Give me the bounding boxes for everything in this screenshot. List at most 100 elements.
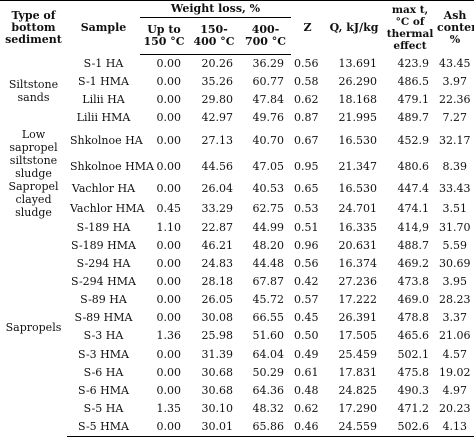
header-ash: Ash content, % [437, 8, 474, 46]
sample-cell: S-6 HA [83, 365, 124, 379]
value-cell: 478.8 [397, 311, 430, 325]
table-row: Lilii HA 0.00 29.80 47.84 0.62 18.168 479.1 22.… [0, 91, 474, 109]
value-cell: 3.97 [442, 75, 468, 89]
value-cell: 47.84 [252, 93, 285, 107]
value-cell: 18.168 [338, 93, 378, 107]
sample-cell: Shkolnoe HMA [70, 159, 154, 173]
table-row: Siltstone sands S-1 HA 0.00 20.26 36.29 0.56 1… [0, 55, 474, 104]
value-cell: 7.27 [442, 111, 468, 125]
sediment-type-cell: Low sapropel siltstone sludge [9, 127, 58, 180]
header-up-to-150: Up to 150 °C [140, 17, 188, 55]
value-cell: 0.42 [294, 275, 319, 289]
value-cell: 8.39 [442, 159, 468, 173]
value-cell: 27.13 [201, 133, 234, 147]
value-cell: 36.29 [252, 57, 285, 71]
header-150-400: 150-400 °C [188, 17, 240, 55]
value-cell: 0.53 [294, 201, 319, 215]
value-cell: 0.58 [294, 75, 319, 89]
value-cell: 67.87 [252, 275, 285, 289]
value-cell: 4.13 [436, 418, 474, 437]
value-cell: 24.559 [324, 418, 385, 437]
value-cell: 465.6 [397, 329, 430, 343]
sample-cell: Lilii HMA [76, 111, 131, 125]
value-cell: 13.691 [338, 56, 378, 70]
value-cell: 0.56 [294, 256, 319, 270]
value-cell: 27.236 [338, 275, 378, 289]
value-cell: 0.00 [156, 275, 182, 289]
value-cell: 0.61 [294, 365, 319, 379]
value-cell: 29.80 [201, 93, 234, 107]
value-cell: 0.50 [294, 329, 319, 343]
value-cell: 486.5 [397, 75, 430, 89]
value-cell: 30.69 [439, 256, 471, 270]
header-q: Q, kJ/kg [329, 20, 379, 34]
value-cell: 0.00 [156, 159, 182, 173]
table-row: S-294 HA 0.00 24.83 44.48 0.56 16.374 469.2 30.… [0, 255, 474, 273]
value-cell: 3.51 [442, 201, 468, 215]
value-cell: 44.56 [201, 159, 234, 173]
value-cell: 24.701 [338, 201, 378, 215]
sample-cell: Shkolnoe HA [70, 133, 143, 147]
value-cell: 25.459 [338, 347, 378, 361]
value-cell: 60.77 [252, 75, 285, 89]
value-cell: 21.06 [439, 329, 471, 343]
header-400-700: 400-700 °C [240, 17, 292, 55]
value-cell: 17.222 [338, 293, 378, 307]
value-cell: 17.505 [338, 329, 378, 343]
value-cell: 0.45 [156, 201, 182, 215]
value-cell: 1.35 [156, 402, 182, 416]
value-cell: 0.00 [140, 418, 188, 437]
value-cell: 42.97 [201, 111, 234, 125]
value-cell: 1.36 [156, 329, 182, 343]
value-cell: 32.17 [439, 133, 471, 147]
value-cell: 65.86 [240, 418, 292, 437]
value-cell: 0.00 [156, 365, 182, 379]
sample-cell: S-294 HMA [71, 275, 136, 289]
value-cell: 0.57 [294, 293, 319, 307]
sample-cell: S-3 HA [83, 329, 124, 343]
sample-cell: S-1 HA [83, 56, 124, 70]
value-cell: 0.00 [156, 293, 182, 307]
value-cell: 30.68 [201, 365, 234, 379]
table-row: Vachlor HMA 0.45 33.29 62.75 0.53 24.701 474.1… [0, 199, 474, 219]
value-cell: 475.8 [397, 365, 430, 379]
value-cell: 22.87 [201, 220, 234, 234]
table-row: S-5 HMA 0.00 30.01 65.86 0.46 24.559 502.6 4.13 [0, 418, 474, 437]
value-cell: 0.46 [291, 418, 325, 437]
sample-cell: Lilii HA [82, 93, 125, 107]
table-row: Sapropel clayed sludge Vachlor HA 0.00 26.0… [0, 180, 474, 219]
value-cell: 48.20 [252, 238, 285, 252]
table-row: S-1 HMA 0.00 35.26 60.77 0.58 26.290 486.5 3.97 [0, 73, 474, 91]
value-cell: 490.3 [397, 383, 430, 397]
value-cell: 17.831 [338, 365, 378, 379]
value-cell: 4.57 [442, 347, 468, 361]
value-cell: 0.00 [156, 111, 182, 125]
table-row: S-3 HMA 0.00 31.39 64.04 0.49 25.459 502.1 4.57 [0, 346, 474, 364]
sample-cell: S-89 HA [80, 293, 127, 307]
value-cell: 0.62 [294, 93, 319, 107]
value-cell: 33.29 [201, 201, 234, 215]
value-cell: 5.59 [442, 238, 468, 252]
value-cell: 26.04 [201, 182, 234, 196]
header-type: Type of bottom sediment [5, 8, 62, 46]
value-cell: 0.56 [294, 56, 319, 70]
value-cell: 44.99 [252, 220, 285, 234]
value-cell: 0.00 [156, 57, 182, 71]
value-cell: 48.32 [252, 402, 285, 416]
value-cell: 3.95 [442, 275, 468, 289]
value-cell: 502.6 [384, 418, 437, 437]
value-cell: 25.98 [201, 329, 234, 343]
sediment-type-cell: Siltstone sands [8, 78, 59, 105]
value-cell: 0.00 [156, 133, 182, 147]
value-cell: 26.290 [338, 75, 378, 89]
sediment-type-cell: Sapropels [5, 321, 62, 335]
value-cell: 21.347 [338, 159, 378, 173]
table-row: S-6 HMA 0.00 30.68 64.36 0.48 24.825 490.3 4.97 [0, 382, 474, 400]
value-cell: 20.631 [338, 238, 378, 252]
value-cell: 50.29 [252, 365, 285, 379]
value-cell: 1.10 [156, 220, 182, 234]
header-sample: Sample [80, 20, 127, 34]
value-cell: 488.7 [397, 238, 430, 252]
value-cell: 30.01 [188, 418, 240, 437]
value-cell: 0.67 [294, 133, 319, 147]
